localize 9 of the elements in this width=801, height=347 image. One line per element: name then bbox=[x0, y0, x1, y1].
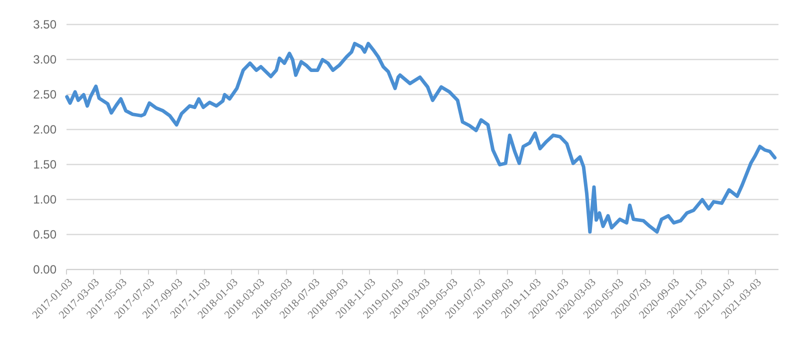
y-tick-label: 2.00 bbox=[33, 122, 57, 136]
y-tick-label: 2.50 bbox=[33, 88, 57, 102]
line-series bbox=[65, 42, 777, 234]
y-tick-label: 3.00 bbox=[33, 52, 57, 66]
y-tick-label: 1.00 bbox=[33, 192, 57, 206]
y-tick-label: 0.00 bbox=[33, 262, 57, 276]
y-tick-label: 3.50 bbox=[33, 18, 57, 32]
y-tick-label: 1.50 bbox=[33, 158, 57, 172]
y-tick-label: 0.50 bbox=[33, 228, 57, 242]
